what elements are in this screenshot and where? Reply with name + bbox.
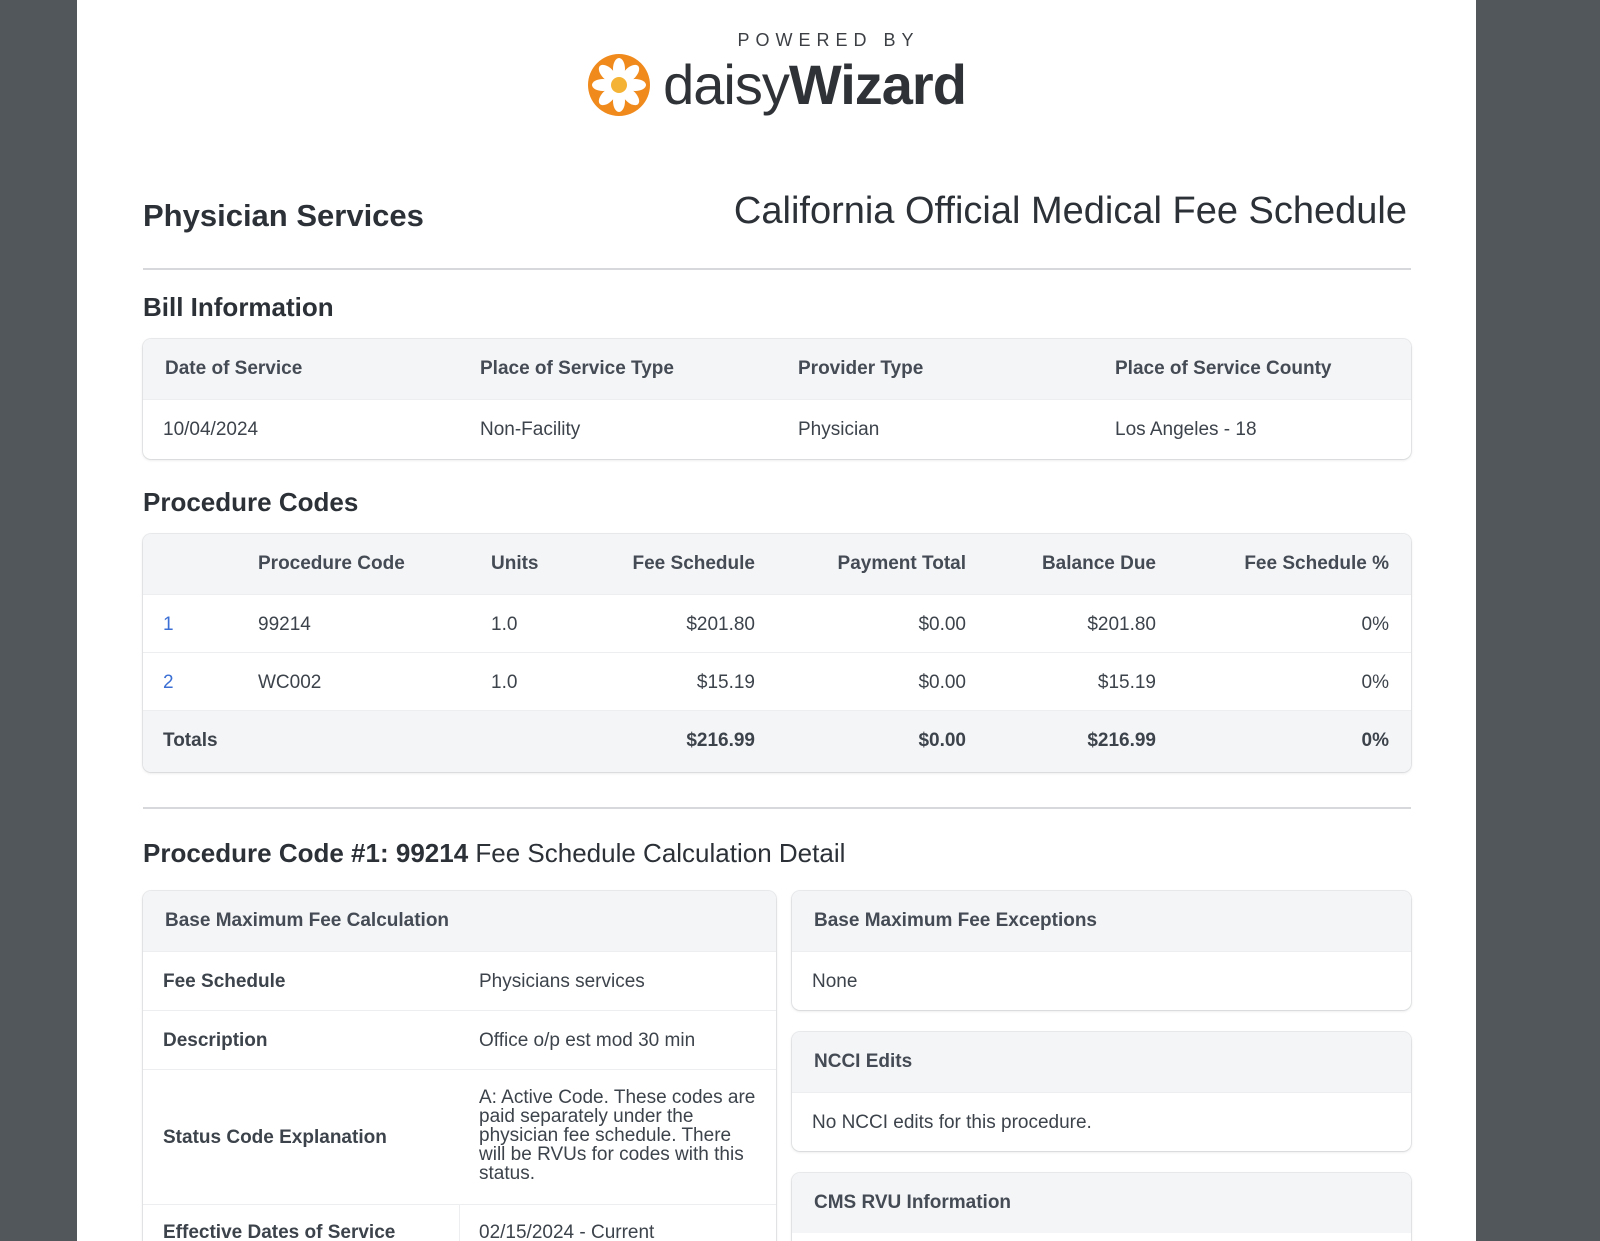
fee-schedule-percent: 0% [1361, 672, 1389, 693]
table-row: None [792, 951, 1411, 1009]
table-row: No NCCI edits for this procedure. [792, 1092, 1411, 1150]
daisywizard-logo: POWERED BY daisyWizard [77, 30, 1476, 117]
cms-rvu-information-card: CMS RVU Information [792, 1173, 1411, 1241]
payment-total: $0.00 [918, 614, 966, 635]
base-maximum-fee-exceptions-card: Base Maximum Fee Exceptions None [792, 891, 1411, 1010]
column-header: Place of Service County [1115, 358, 1332, 379]
column-header: Fee Schedule % [1244, 553, 1389, 574]
column-header: Provider Type [798, 358, 924, 379]
procedure-code: 99214 [258, 614, 311, 635]
brand-name-bold: Wizard [788, 53, 967, 116]
brand-name-light: daisy [663, 53, 790, 116]
procedure-codes-table: Procedure Code Units Fee Schedule Paymen… [143, 534, 1411, 772]
table-header: Date of Service Place of Service Type Pr… [143, 339, 1411, 399]
row-key: Fee Schedule [163, 971, 286, 992]
column-header: Payment Total [837, 553, 966, 574]
place-of-service-county: Los Angeles - 18 [1115, 419, 1257, 440]
total-fee-schedule-percent: 0% [1361, 730, 1389, 751]
card-title: Base Maximum Fee Calculation [165, 910, 450, 931]
column-header: Place of Service Type [480, 358, 674, 379]
card-title: Base Maximum Fee Exceptions [814, 910, 1097, 931]
totals-label: Totals [163, 730, 218, 751]
fee-schedule-percent: 0% [1361, 614, 1389, 635]
column-divider [459, 1205, 460, 1241]
calculation-detail-code: Procedure Code #1: 99214 [143, 838, 469, 868]
document-page: POWERED BY daisyWizard Physician [77, 0, 1476, 1241]
card-header: NCCI Edits [792, 1032, 1411, 1092]
document-header: Physician Services California Official M… [143, 190, 1411, 240]
table-row: 1 99214 1.0 $201.80 $0.00 $201.80 0% [143, 594, 1411, 652]
procedure-link-1[interactable]: 1 [163, 614, 174, 635]
table-row: Fee Schedule Physicians services [143, 951, 776, 1010]
procedure-codes-heading: Procedure Codes [143, 487, 359, 517]
totals-row: Totals $216.99 $0.00 $216.99 0% [143, 710, 1411, 772]
column-header: Units [491, 553, 539, 574]
payment-total: $0.00 [918, 672, 966, 693]
table-row: 10/04/2024 Non-Facility Physician Los An… [143, 399, 1411, 457]
procedure-link-2[interactable]: 2 [163, 672, 174, 693]
row-value: 02/15/2024 - Current [479, 1222, 655, 1241]
row-key: Status Code Explanation [163, 1127, 387, 1148]
units: 1.0 [491, 614, 518, 635]
column-header: Procedure Code [258, 553, 405, 574]
bill-information-table: Date of Service Place of Service Type Pr… [143, 339, 1411, 459]
divider [143, 268, 1411, 270]
row-value: Office o/p est mod 30 min [479, 1030, 696, 1051]
procedure-code: WC002 [258, 672, 322, 693]
ncci-edits-card: NCCI Edits No NCCI edits for this proced… [792, 1032, 1411, 1151]
calculation-detail-heading: Procedure Code #1: 99214 Fee Schedule Ca… [143, 838, 845, 869]
divider [143, 807, 1411, 809]
row-value: A: Active Code. These codes are paid sep… [479, 1087, 756, 1184]
ncci-value: No NCCI edits for this procedure. [812, 1112, 1092, 1133]
table-header: Procedure Code Units Fee Schedule Paymen… [143, 534, 1411, 594]
column-header: Date of Service [165, 358, 303, 379]
total-balance-due: $216.99 [1087, 730, 1156, 751]
balance-due: $201.80 [1087, 614, 1156, 635]
daisy-flower-icon [588, 54, 651, 116]
date-of-service: 10/04/2024 [163, 419, 259, 440]
row-value: Physicians services [479, 971, 645, 992]
brand-name: daisyWizard [663, 53, 967, 117]
table-row: Description Office o/p est mod 30 min [143, 1010, 776, 1069]
place-of-service-type: Non-Facility [480, 419, 581, 440]
card-title: CMS RVU Information [814, 1192, 1012, 1213]
page-subtitle: California Official Medical Fee Schedule [733, 190, 1407, 232]
balance-due: $15.19 [1097, 672, 1156, 693]
card-header: Base Maximum Fee Exceptions [792, 891, 1411, 951]
provider-type: Physician [798, 419, 880, 440]
column-header: Balance Due [1041, 553, 1156, 574]
page-title: Physician Services [143, 198, 424, 233]
row-key: Description [163, 1030, 268, 1051]
powered-by-label: POWERED BY [737, 30, 920, 50]
card-header: Base Maximum Fee Calculation [143, 891, 776, 951]
exceptions-value: None [812, 971, 858, 992]
units: 1.0 [491, 672, 518, 693]
table-row: Status Code Explanation A: Active Code. … [143, 1069, 776, 1204]
calculation-detail-label: Fee Schedule Calculation Detail [468, 838, 846, 868]
row-key: Effective Dates of Service [163, 1222, 396, 1241]
bill-information-heading: Bill Information [143, 292, 334, 322]
total-payment: $0.00 [918, 730, 966, 751]
table-row: Effective Dates of Service 02/15/2024 - … [143, 1204, 776, 1241]
table-row: 2 WC002 1.0 $15.19 $0.00 $15.19 0% [143, 652, 1411, 710]
card-title: NCCI Edits [814, 1051, 913, 1072]
fee-schedule: $201.80 [686, 614, 755, 635]
fee-schedule: $15.19 [696, 672, 755, 693]
total-fee-schedule: $216.99 [686, 730, 755, 751]
card-header: CMS RVU Information [792, 1173, 1411, 1233]
column-header: Fee Schedule [632, 553, 756, 574]
base-maximum-fee-calculation-card: Base Maximum Fee Calculation Fee Schedul… [143, 891, 776, 1241]
